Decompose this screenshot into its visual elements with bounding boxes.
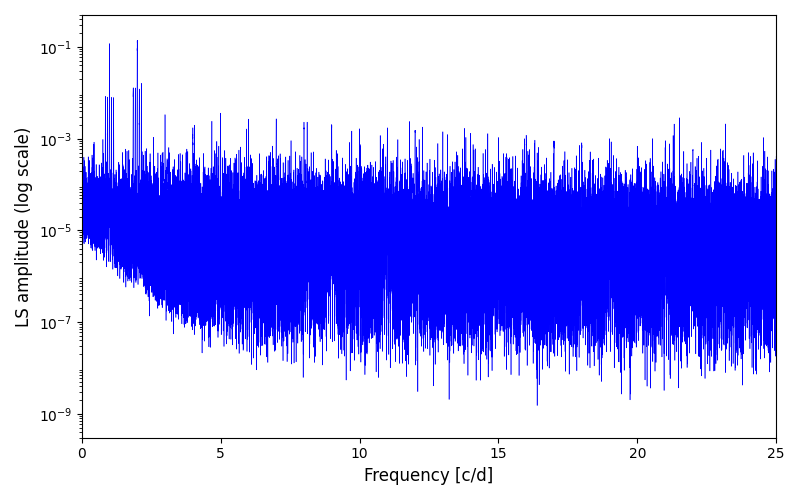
X-axis label: Frequency [c/d]: Frequency [c/d] bbox=[364, 467, 494, 485]
Y-axis label: LS amplitude (log scale): LS amplitude (log scale) bbox=[15, 126, 33, 326]
